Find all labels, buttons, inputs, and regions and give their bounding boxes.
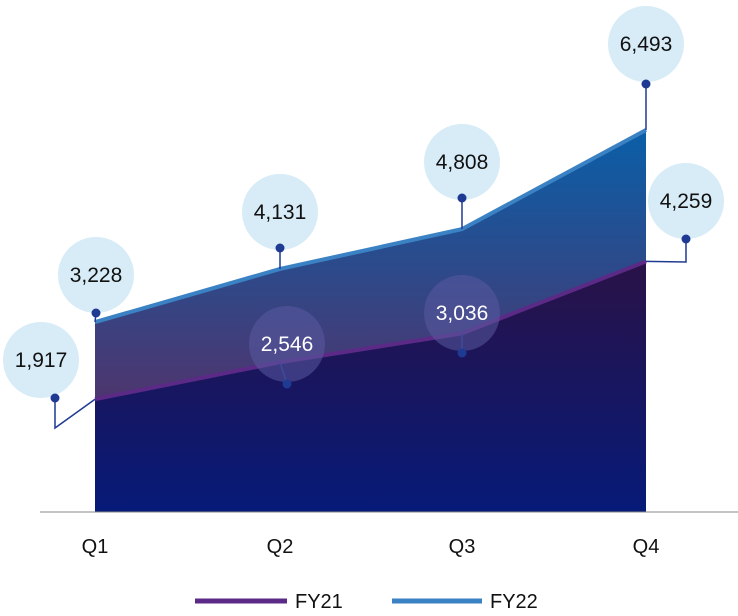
leader-line [54,398,96,430]
data-label: 6,493 [620,33,673,56]
value-bubble [648,163,724,239]
fy21-callout-q2: 2,546 [249,306,325,389]
data-label: 4,131 [254,201,307,224]
legend-label: FY22 [490,591,538,613]
leader-dot [641,79,651,89]
chart-areas [94,128,647,512]
leader-line [645,239,687,263]
leader-dot [457,193,467,203]
leader-dot [457,348,467,358]
legend: FY21 FY22 [195,591,538,613]
data-label: 2,546 [261,333,314,356]
leader-dot [681,234,691,244]
leader-dot [91,308,101,318]
fy21-callout-q1: 1,917 [3,322,96,430]
fy22-callout-q1: 3,228 [58,237,134,323]
fy21-line [94,259,647,402]
x-tick-label: Q3 [449,536,476,558]
value-callouts: 1,917 2,546 3,036 4,259 3,228 4,131 4,808 6,493 [3,6,724,430]
legend-item-fy21: FY21 [195,591,343,613]
x-axis-ticks: Q1 Q2 Q3 Q4 [82,536,660,558]
fy21-callout-q4: 4,259 [645,163,724,263]
legend-label: FY21 [295,591,343,613]
value-bubble [249,306,325,382]
leader-dot [50,393,60,403]
x-tick-label: Q4 [633,536,660,558]
fy22-callout-q4: 6,493 [608,6,684,130]
leader-dot [275,243,285,253]
value-bubble [58,237,134,313]
fy22-line [94,128,647,325]
data-label: 4,808 [436,151,489,174]
fy22-callout-q3: 4,808 [424,124,500,230]
value-bubble [608,6,684,82]
value-bubble [424,124,500,200]
value-bubble [3,322,79,398]
fy21-callout-q3: 3,036 [424,275,500,358]
x-tick-label: Q1 [82,536,109,558]
fy21-area [95,261,646,512]
value-bubble [424,275,500,351]
x-tick-label: Q2 [267,536,294,558]
leader-dot [282,379,292,389]
value-bubble [242,174,318,250]
legend-item-fy22: FY22 [392,591,538,613]
data-label: 4,259 [660,190,713,213]
fy22-callout-q2: 4,131 [242,174,318,269]
data-label: 1,917 [15,349,68,372]
data-label: 3,036 [436,302,489,325]
data-label: 3,228 [70,264,123,287]
